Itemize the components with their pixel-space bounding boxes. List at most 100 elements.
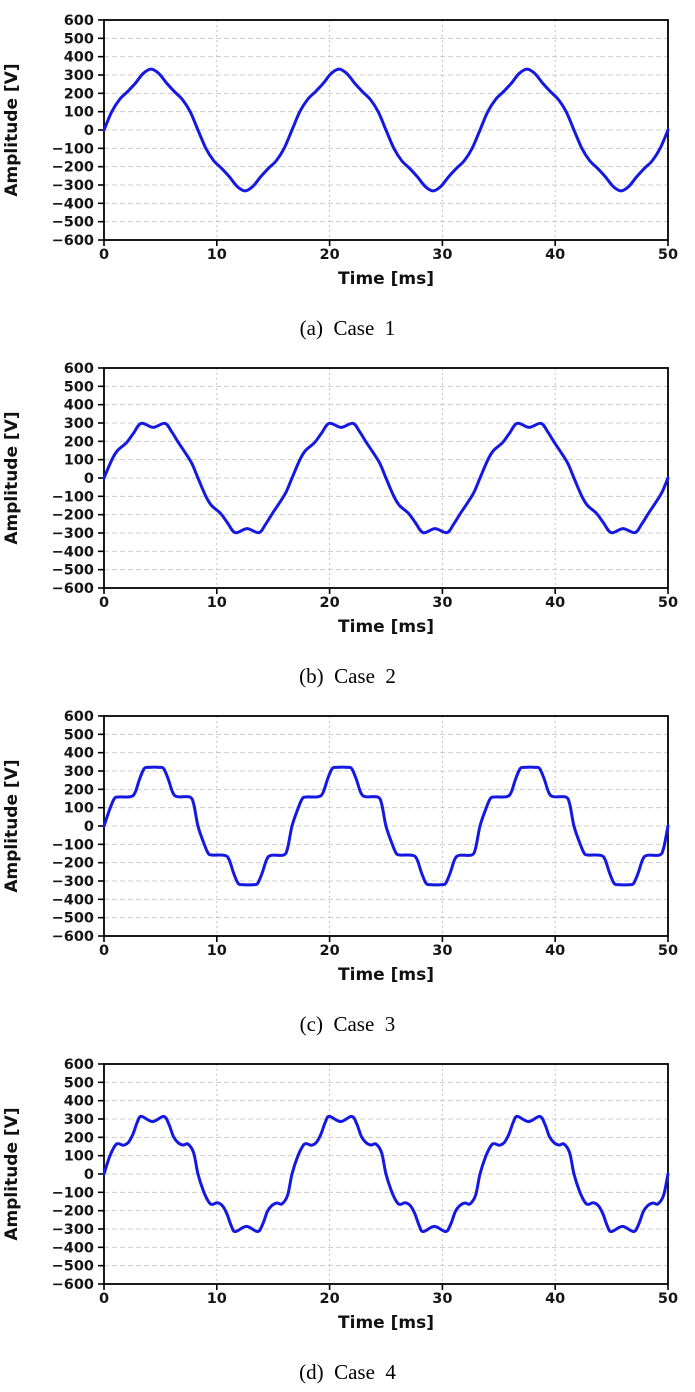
x-tick-label: 0 bbox=[99, 943, 109, 959]
y-tick-label: 100 bbox=[64, 801, 94, 817]
y-axis-label: Amplitude [V] bbox=[2, 759, 22, 892]
x-tick-label: 40 bbox=[545, 1291, 565, 1307]
x-axis-label: Time [ms] bbox=[338, 965, 434, 985]
x-tick-label: 40 bbox=[545, 595, 565, 611]
y-tick-label: 500 bbox=[64, 727, 94, 743]
waveform-line bbox=[102, 765, 670, 887]
y-tick-label: 600 bbox=[64, 1057, 94, 1073]
x-tick-label: 40 bbox=[545, 247, 565, 263]
chart-block-case-1: 600 500 400 300 200 100 0 −100 −200 −300 −400 −500−… bbox=[0, 0, 695, 348]
y-tick-label: 0 bbox=[84, 123, 94, 139]
y-tick-label: −600 bbox=[52, 233, 94, 249]
y-tick-label: 300 bbox=[64, 68, 94, 84]
chart-caption-case-3: (c) Case 3 bbox=[0, 1008, 695, 1037]
x-tick-label: 50 bbox=[658, 1291, 678, 1307]
y-tick-label: −600 bbox=[52, 1277, 94, 1293]
y-tick-label: −500 bbox=[52, 1259, 94, 1275]
x-tick-label: 50 bbox=[658, 247, 678, 263]
x-tick-label: 20 bbox=[320, 943, 340, 959]
x-tick-label: 20 bbox=[320, 1291, 340, 1307]
y-tick-label: −300 bbox=[52, 526, 94, 542]
x-tick-label: 30 bbox=[432, 943, 452, 959]
y-tick-label: 500 bbox=[64, 379, 94, 395]
chart-caption-case-4: (d) Case 4 bbox=[0, 1356, 695, 1385]
y-tick-label: 300 bbox=[64, 416, 94, 432]
y-tick-label: −500 bbox=[52, 563, 94, 579]
x-tick-label: 30 bbox=[432, 1291, 452, 1307]
chart-block-case-2: 600 500 400 300 200 100 0 −100 −200 −300 −400 −500−… bbox=[0, 348, 695, 696]
x-tick-label: 40 bbox=[545, 943, 565, 959]
y-tick-label: −400 bbox=[52, 892, 94, 908]
chart-block-case-3: 600 500 400 300 200 100 0 −100 −200 −300 −400 −500−… bbox=[0, 696, 695, 1044]
y-tick-label: 0 bbox=[84, 471, 94, 487]
y-tick-label: 200 bbox=[64, 434, 94, 450]
y-tick-label: −300 bbox=[52, 874, 94, 890]
x-tick-label: 10 bbox=[207, 943, 227, 959]
caption-text: (d) Case 4 bbox=[299, 1360, 396, 1384]
y-tick-label: 200 bbox=[64, 86, 94, 102]
chart-block-case-4: 600 500 400 300 200 100 0 −100 −200 −300 −400 −500−… bbox=[0, 1044, 695, 1392]
y-tick-label: 400 bbox=[64, 746, 94, 762]
waveform-chart-case-3: 6005004003002001000−100−200−300−400−500−… bbox=[2, 709, 678, 985]
x-tick-label: 20 bbox=[320, 247, 340, 263]
y-tick-label: 400 bbox=[64, 1094, 94, 1110]
waveform-line bbox=[102, 1114, 670, 1234]
x-axis-label: Time [ms] bbox=[338, 617, 434, 637]
y-tick-label: 600 bbox=[64, 709, 94, 725]
y-tick-label: 600 bbox=[64, 13, 94, 29]
y-tick-label: −100 bbox=[52, 1185, 94, 1201]
y-axis-label: Amplitude [V] bbox=[2, 411, 22, 544]
y-tick-label: 200 bbox=[64, 782, 94, 798]
y-tick-label: 400 bbox=[64, 398, 94, 414]
waveform-chart-case-4: 6005004003002001000−100−200−300−400−500−… bbox=[2, 1057, 678, 1333]
x-tick-label: 0 bbox=[99, 247, 109, 263]
y-tick-label: −300 bbox=[52, 178, 94, 194]
y-tick-label: −300 bbox=[52, 1222, 94, 1238]
y-tick-label: 0 bbox=[84, 1167, 94, 1183]
y-axis-label: Amplitude [V] bbox=[2, 63, 22, 196]
x-axis-label: Time [ms] bbox=[338, 269, 434, 289]
waveform-chart-case-1: 6005004003002001000−100−200−300−400−500−… bbox=[2, 13, 678, 289]
chart-caption-case-1: (a) Case 1 bbox=[0, 312, 695, 341]
x-tick-label: 30 bbox=[432, 247, 452, 263]
x-tick-label: 20 bbox=[320, 595, 340, 611]
y-tick-label: −500 bbox=[52, 215, 94, 231]
waveform-line bbox=[102, 421, 670, 535]
caption-text: (c) Case 3 bbox=[299, 1012, 396, 1036]
caption-text: (a) Case 1 bbox=[299, 316, 396, 340]
y-tick-label: 200 bbox=[64, 1130, 94, 1146]
y-tick-label: −200 bbox=[52, 856, 94, 872]
y-tick-label: −600 bbox=[52, 581, 94, 597]
y-tick-label: −100 bbox=[52, 141, 94, 157]
y-tick-label: 400 bbox=[64, 50, 94, 66]
y-tick-label: 100 bbox=[64, 453, 94, 469]
x-tick-label: 30 bbox=[432, 595, 452, 611]
y-tick-label: −100 bbox=[52, 489, 94, 505]
y-tick-label: 500 bbox=[64, 1075, 94, 1091]
y-tick-label: 600 bbox=[64, 361, 94, 377]
y-tick-label: −200 bbox=[52, 160, 94, 176]
y-tick-label: −100 bbox=[52, 837, 94, 853]
x-tick-label: 0 bbox=[99, 595, 109, 611]
x-tick-label: 10 bbox=[207, 247, 227, 263]
y-tick-label: −200 bbox=[52, 1204, 94, 1220]
x-tick-label: 0 bbox=[99, 1291, 109, 1307]
y-tick-label: 0 bbox=[84, 819, 94, 835]
chart-caption-case-2: (b) Case 2 bbox=[0, 660, 695, 689]
y-tick-label: −200 bbox=[52, 508, 94, 524]
x-tick-label: 10 bbox=[207, 1291, 227, 1307]
y-tick-label: 500 bbox=[64, 31, 94, 47]
x-axis-label: Time [ms] bbox=[338, 1313, 434, 1333]
x-tick-label: 10 bbox=[207, 595, 227, 611]
y-tick-label: 100 bbox=[64, 1149, 94, 1165]
y-tick-label: −400 bbox=[52, 196, 94, 212]
y-tick-label: 100 bbox=[64, 105, 94, 121]
y-tick-label: −500 bbox=[52, 911, 94, 927]
y-tick-label: −600 bbox=[52, 929, 94, 945]
y-tick-label: −400 bbox=[52, 1240, 94, 1256]
y-tick-label: 300 bbox=[64, 1112, 94, 1128]
waveform-line bbox=[102, 67, 670, 193]
caption-text: (b) Case 2 bbox=[299, 664, 396, 688]
